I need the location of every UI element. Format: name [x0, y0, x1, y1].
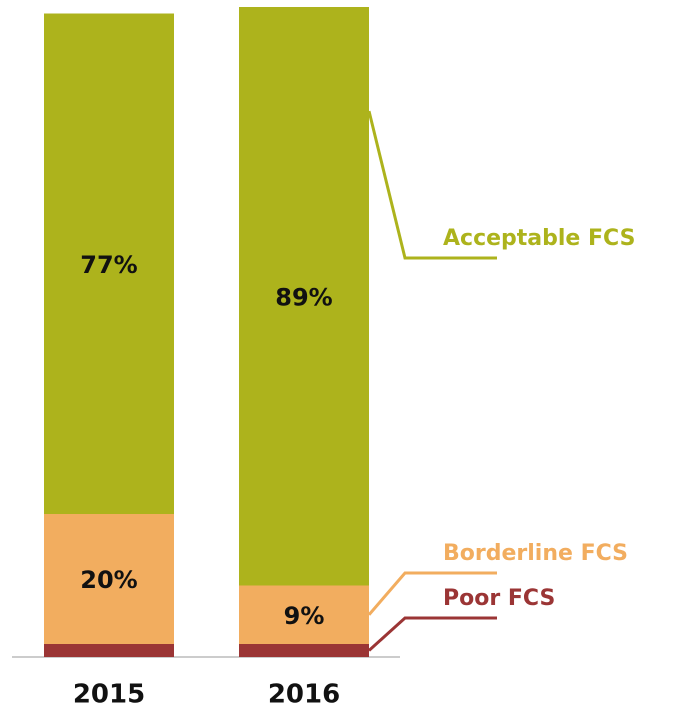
bar-segment [239, 585, 369, 644]
legend-label: Acceptable FCS [443, 226, 635, 251]
data-label: 20% [80, 566, 137, 594]
data-label: 89% [275, 283, 332, 311]
bar-segment [239, 7, 369, 586]
bar-segment [44, 644, 174, 657]
legend-label: Borderline FCS [443, 541, 628, 566]
bar-segment [239, 644, 369, 657]
data-label: 9% [284, 602, 325, 630]
leader-line [367, 110, 497, 260]
leader-line [367, 571, 497, 616]
bar-segment [44, 13, 174, 514]
data-label: 77% [80, 251, 137, 279]
x-tick-label: 2015 [73, 680, 145, 708]
legend-label: Poor FCS [443, 586, 555, 611]
bar-segment [44, 514, 174, 644]
x-tick-label: 2016 [268, 680, 340, 708]
leader-line [367, 616, 497, 652]
